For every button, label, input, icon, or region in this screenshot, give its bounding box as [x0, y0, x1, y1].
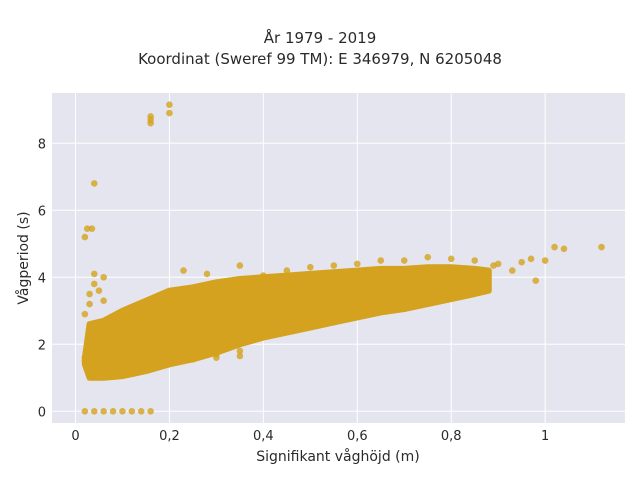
- data-point: [90, 357, 98, 365]
- data-point: [95, 340, 103, 348]
- data-point: [236, 277, 244, 284]
- data-point: [166, 357, 173, 365]
- data-point: [307, 263, 314, 271]
- data-point: [147, 113, 154, 120]
- y-tick-label: 2: [38, 338, 46, 353]
- data-point: [424, 253, 432, 261]
- data-point: [400, 257, 408, 264]
- data-point: [166, 101, 173, 109]
- data-point: [81, 407, 89, 415]
- data-point: [471, 257, 479, 264]
- data-point: [447, 255, 455, 263]
- data-point: [541, 257, 549, 264]
- data-point: [100, 297, 107, 305]
- x-tick-label: 0: [71, 429, 79, 444]
- data-points: [81, 101, 605, 415]
- data-point: [90, 180, 98, 187]
- y-tick-label: 0: [38, 405, 46, 420]
- data-point: [551, 243, 558, 251]
- data-point: [518, 258, 525, 266]
- data-point: [213, 354, 220, 361]
- data-point: [236, 352, 244, 360]
- data-point: [100, 273, 107, 281]
- data-point: [137, 407, 145, 415]
- data-point: [119, 369, 126, 377]
- data-point: [119, 320, 126, 328]
- point-cloud-area: [81, 264, 492, 381]
- data-point: [95, 287, 103, 294]
- x-axis-label: Signifikant våghöjd (m): [256, 448, 419, 465]
- point-density-cloud: [81, 264, 492, 381]
- data-point: [236, 262, 244, 269]
- data-point: [86, 290, 93, 298]
- x-tick-label: 0,6: [347, 429, 368, 444]
- data-point: [147, 407, 154, 415]
- data-point: [180, 267, 187, 274]
- data-point: [90, 270, 98, 278]
- data-point: [81, 354, 89, 361]
- data-point: [86, 361, 93, 368]
- data-point: [189, 356, 197, 363]
- data-point: [236, 347, 244, 355]
- data-point: [560, 245, 568, 253]
- data-point: [128, 407, 136, 415]
- data-point: [81, 233, 89, 241]
- data-point: [532, 277, 540, 284]
- data-point: [189, 289, 197, 296]
- data-point: [86, 300, 93, 308]
- x-tick-label: 0,2: [159, 429, 180, 444]
- data-point: [100, 407, 107, 415]
- data-point: [490, 262, 497, 269]
- data-point: [598, 243, 605, 251]
- data-point: [527, 255, 535, 263]
- x-axis-ticks: 0 0,2 0,4 0,6 0,8 1: [71, 429, 549, 444]
- data-point: [283, 267, 291, 274]
- data-point: [142, 364, 150, 372]
- data-point: [213, 282, 220, 289]
- data-point: [86, 351, 93, 358]
- y-tick-label: 4: [38, 271, 46, 286]
- data-point: [95, 367, 103, 375]
- data-point: [260, 272, 267, 279]
- chart-title-line-1: År 1979 - 2019: [263, 29, 377, 47]
- data-point: [109, 371, 117, 378]
- data-point: [330, 262, 338, 269]
- data-point: [88, 225, 96, 232]
- data-point: [142, 307, 150, 315]
- data-point: [508, 267, 516, 274]
- data-point: [83, 225, 91, 232]
- data-point: [480, 270, 488, 278]
- x-tick-label: 0,4: [253, 429, 274, 444]
- chart-title: År 1979 - 2019 Koordinat (Sweref 99 TM):…: [0, 28, 640, 70]
- chart-title-line-2: Koordinat (Sweref 99 TM): E 346979, N 62…: [138, 50, 502, 68]
- y-tick-label: 8: [38, 137, 46, 152]
- y-axis-ticks: 0 2 4 6 8: [38, 137, 46, 420]
- data-point: [90, 407, 98, 415]
- y-axis-label: Vågperiod (s): [15, 211, 32, 304]
- data-point: [377, 257, 385, 264]
- x-tick-label: 0,8: [441, 429, 462, 444]
- data-point: [203, 270, 211, 278]
- data-point: [166, 109, 173, 117]
- y-tick-label: 6: [38, 204, 46, 219]
- data-point: [166, 297, 173, 305]
- data-point: [128, 367, 136, 375]
- data-point: [90, 280, 98, 288]
- data-point: [109, 407, 117, 415]
- data-point: [119, 407, 126, 415]
- x-tick-label: 1: [541, 429, 549, 444]
- data-point: [81, 310, 89, 318]
- data-point: [353, 260, 361, 268]
